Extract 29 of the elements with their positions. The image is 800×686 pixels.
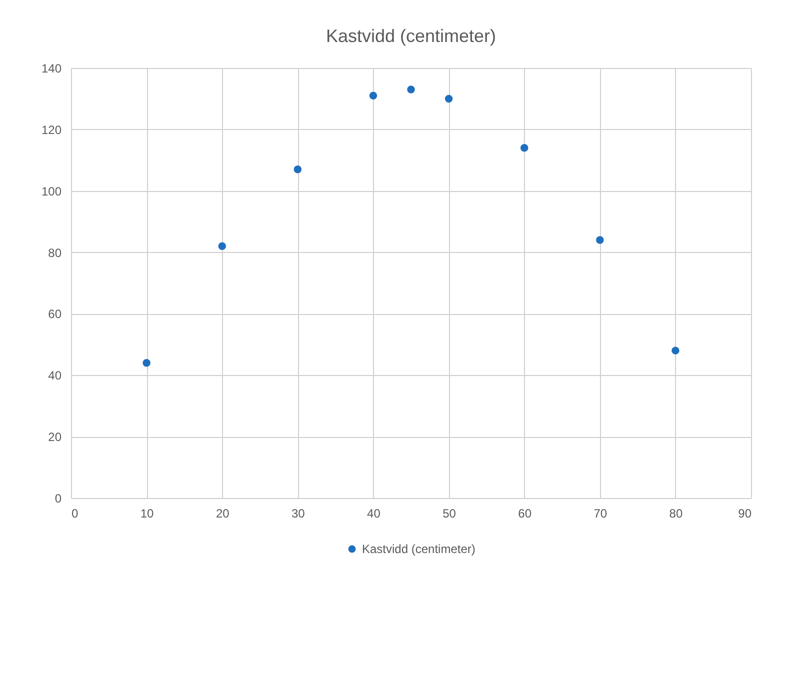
point (218, 242, 226, 250)
legend-label: Kastvidd (centimeter) (362, 542, 476, 556)
y-tick-label: 20 (48, 430, 62, 444)
x-tick-label: 20 (216, 506, 230, 520)
y-tick-label: 40 (48, 368, 62, 383)
point (407, 86, 415, 94)
y-tick-label: 0 (54, 492, 62, 506)
point (672, 346, 680, 354)
x-tick-label: 80 (669, 506, 683, 520)
x-tick-label: 40 (367, 506, 381, 520)
y-tick-label: 80 (48, 246, 62, 260)
point (142, 358, 150, 367)
x-tick-label: 90 (738, 506, 752, 520)
x-tick-label: 10 (140, 506, 154, 520)
point (369, 92, 378, 100)
y-tick-label: 60 (48, 307, 62, 322)
point (294, 165, 302, 174)
y-tick-label: 120 (41, 122, 62, 137)
y-tick-label: 140 (41, 62, 62, 76)
x-tick-label: 70 (594, 506, 608, 520)
point (444, 94, 453, 103)
x-tick-label: 50 (442, 506, 456, 520)
chart-title: Kastvidd (centimeter) (326, 26, 496, 46)
x-tick-label: 60 (518, 506, 532, 520)
x-tick-label: 30 (291, 506, 306, 520)
point (520, 144, 528, 152)
x-tick-label: 0 (72, 506, 78, 520)
y-tick-label: 100 (41, 184, 62, 198)
point (596, 236, 604, 244)
